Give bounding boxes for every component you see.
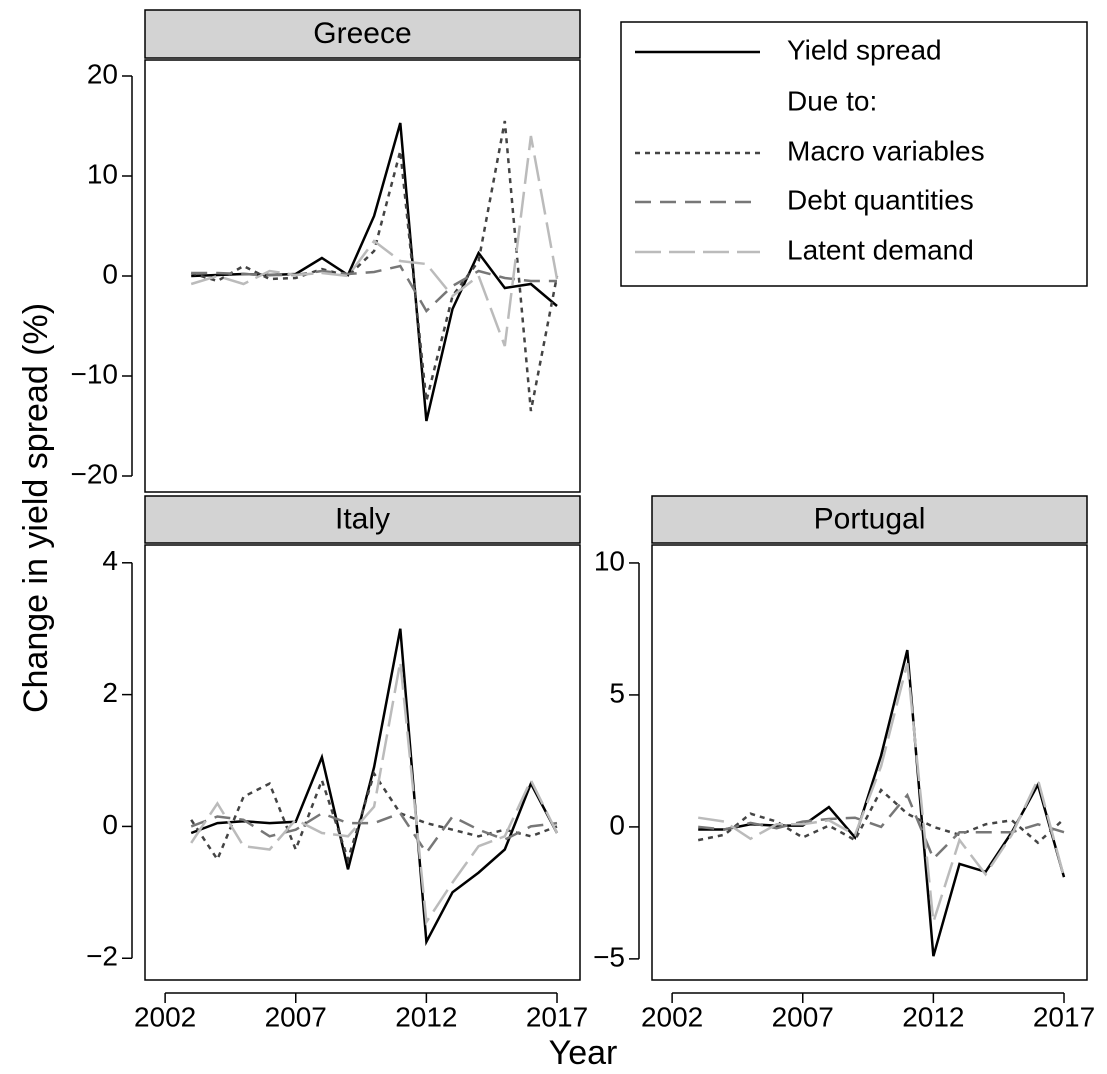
y-tick-label: −20 xyxy=(71,458,119,489)
x-tick-label: 2007 xyxy=(772,1001,834,1032)
panel-title: Italy xyxy=(335,502,390,535)
y-tick-label: −2 xyxy=(86,941,118,972)
plot-frame xyxy=(144,544,581,981)
y-tick-label: −5 xyxy=(593,941,625,972)
x-tick-label: 2017 xyxy=(526,1001,588,1032)
plot-frame xyxy=(651,544,1088,981)
legend-label: Debt quantities xyxy=(787,184,974,215)
series-line xyxy=(190,811,558,856)
series-line xyxy=(190,135,559,347)
x-tick-label: 2002 xyxy=(641,1001,703,1032)
y-tick-label: 2 xyxy=(102,677,118,708)
x-tick-label: 2012 xyxy=(902,1001,964,1032)
legend-label: Latent demand xyxy=(787,234,974,265)
series-line xyxy=(190,120,559,412)
series-line xyxy=(191,264,557,314)
series-line xyxy=(698,649,1066,957)
x-tick-label: 2007 xyxy=(265,1001,327,1032)
legend-label: Macro variables xyxy=(787,135,985,166)
plot-frame xyxy=(144,59,581,493)
strip xyxy=(144,495,581,544)
legend-label: Yield spread xyxy=(787,34,942,65)
panel-title: Portugal xyxy=(814,502,926,535)
y-tick-label: 5 xyxy=(609,677,625,708)
y-tick-label: 4 xyxy=(102,545,118,576)
panel-title: Greece xyxy=(313,17,411,50)
y-tick-label: 20 xyxy=(87,58,118,89)
y-tick-label: 0 xyxy=(609,809,625,840)
x-tick-label: 2002 xyxy=(134,1001,196,1032)
y-tick-label: 0 xyxy=(102,258,118,289)
series-line xyxy=(190,770,558,864)
strip xyxy=(651,495,1088,544)
series-line xyxy=(697,787,1065,845)
y-tick-label: 0 xyxy=(102,809,118,840)
x-tick-label: 2017 xyxy=(1033,1001,1095,1032)
series-line xyxy=(190,661,559,926)
series-line xyxy=(698,792,1065,861)
strip xyxy=(144,9,581,59)
series-line xyxy=(190,628,559,947)
series-line xyxy=(698,662,1066,923)
y-tick-label: −10 xyxy=(71,358,119,389)
y-axis-title: Change in yield spread (%) xyxy=(17,303,55,713)
y-tick-label: 10 xyxy=(594,545,625,576)
legend-heading: Due to: xyxy=(787,85,877,116)
x-axis-title: Year xyxy=(549,1034,618,1072)
y-tick-label: 10 xyxy=(87,158,118,189)
x-tick-label: 2012 xyxy=(395,1001,457,1032)
